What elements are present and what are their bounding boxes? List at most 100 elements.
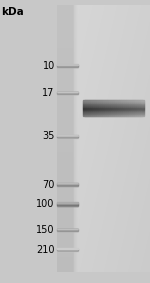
- Bar: [129, 100, 132, 101]
- Bar: [103, 106, 106, 107]
- Bar: [95, 103, 98, 104]
- Bar: [85, 111, 88, 112]
- Bar: [105, 102, 108, 103]
- Bar: [85, 101, 88, 102]
- Bar: [115, 104, 118, 105]
- Bar: [129, 102, 132, 103]
- Bar: [125, 108, 128, 109]
- Bar: [99, 111, 102, 112]
- Bar: [115, 115, 118, 116]
- Bar: [87, 106, 90, 107]
- Bar: [135, 111, 138, 112]
- Bar: [119, 115, 122, 116]
- Bar: [109, 107, 112, 108]
- Bar: [135, 114, 138, 115]
- Bar: [117, 110, 120, 111]
- Bar: [83, 111, 86, 112]
- Text: 70: 70: [42, 179, 55, 190]
- Bar: [119, 103, 122, 104]
- Bar: [87, 104, 90, 105]
- Bar: [109, 103, 112, 104]
- Bar: [133, 102, 136, 103]
- Bar: [135, 110, 138, 111]
- Bar: [89, 106, 92, 107]
- Bar: [131, 106, 134, 107]
- Bar: [101, 104, 103, 105]
- Bar: [121, 101, 124, 102]
- Bar: [121, 107, 124, 108]
- Bar: [139, 113, 142, 114]
- Bar: [109, 101, 112, 102]
- Bar: [91, 105, 94, 106]
- Bar: [85, 112, 88, 113]
- Bar: [107, 115, 110, 116]
- Bar: [95, 113, 98, 114]
- Bar: [93, 100, 96, 101]
- Bar: [89, 107, 92, 108]
- Bar: [141, 106, 144, 107]
- Bar: [105, 110, 108, 111]
- Bar: [117, 112, 120, 113]
- Bar: [135, 108, 138, 109]
- Bar: [111, 101, 114, 102]
- Bar: [125, 114, 128, 115]
- Bar: [107, 112, 110, 113]
- Bar: [141, 109, 144, 110]
- Bar: [141, 111, 144, 112]
- Bar: [99, 105, 102, 106]
- Bar: [93, 107, 96, 108]
- Bar: [97, 103, 100, 104]
- Bar: [123, 109, 126, 110]
- Bar: [133, 110, 136, 111]
- Bar: [99, 115, 102, 116]
- Bar: [93, 101, 96, 102]
- Bar: [87, 113, 90, 114]
- Bar: [135, 107, 138, 108]
- Bar: [109, 102, 112, 103]
- Bar: [105, 113, 108, 114]
- Bar: [83, 113, 86, 114]
- Bar: [83, 114, 86, 115]
- Bar: [121, 105, 124, 106]
- Bar: [85, 109, 88, 110]
- Bar: [99, 100, 102, 101]
- Bar: [97, 110, 100, 111]
- Bar: [57, 204, 78, 205]
- Bar: [89, 113, 92, 114]
- Bar: [141, 102, 144, 103]
- Bar: [141, 103, 144, 104]
- Bar: [133, 107, 136, 108]
- Bar: [103, 105, 106, 106]
- Bar: [123, 100, 126, 101]
- Bar: [131, 101, 134, 102]
- Bar: [113, 113, 116, 114]
- Bar: [141, 100, 144, 101]
- Bar: [135, 100, 138, 101]
- Bar: [105, 111, 108, 112]
- Bar: [125, 100, 128, 101]
- Bar: [121, 104, 124, 105]
- Bar: [103, 100, 106, 101]
- Bar: [95, 101, 98, 102]
- Bar: [137, 110, 140, 111]
- Bar: [93, 114, 96, 115]
- Bar: [121, 109, 124, 110]
- Bar: [115, 101, 118, 102]
- Bar: [99, 103, 102, 104]
- Text: 100: 100: [36, 199, 55, 209]
- Bar: [95, 110, 98, 111]
- Bar: [135, 112, 138, 113]
- Bar: [131, 100, 134, 101]
- Bar: [95, 104, 98, 105]
- Bar: [107, 109, 110, 110]
- Text: 35: 35: [42, 131, 55, 142]
- Bar: [111, 111, 114, 112]
- Bar: [89, 100, 92, 101]
- Bar: [137, 115, 140, 116]
- Bar: [87, 115, 90, 116]
- Bar: [83, 112, 86, 113]
- Bar: [141, 114, 144, 115]
- Bar: [121, 100, 124, 101]
- Bar: [129, 112, 132, 113]
- Bar: [113, 108, 116, 109]
